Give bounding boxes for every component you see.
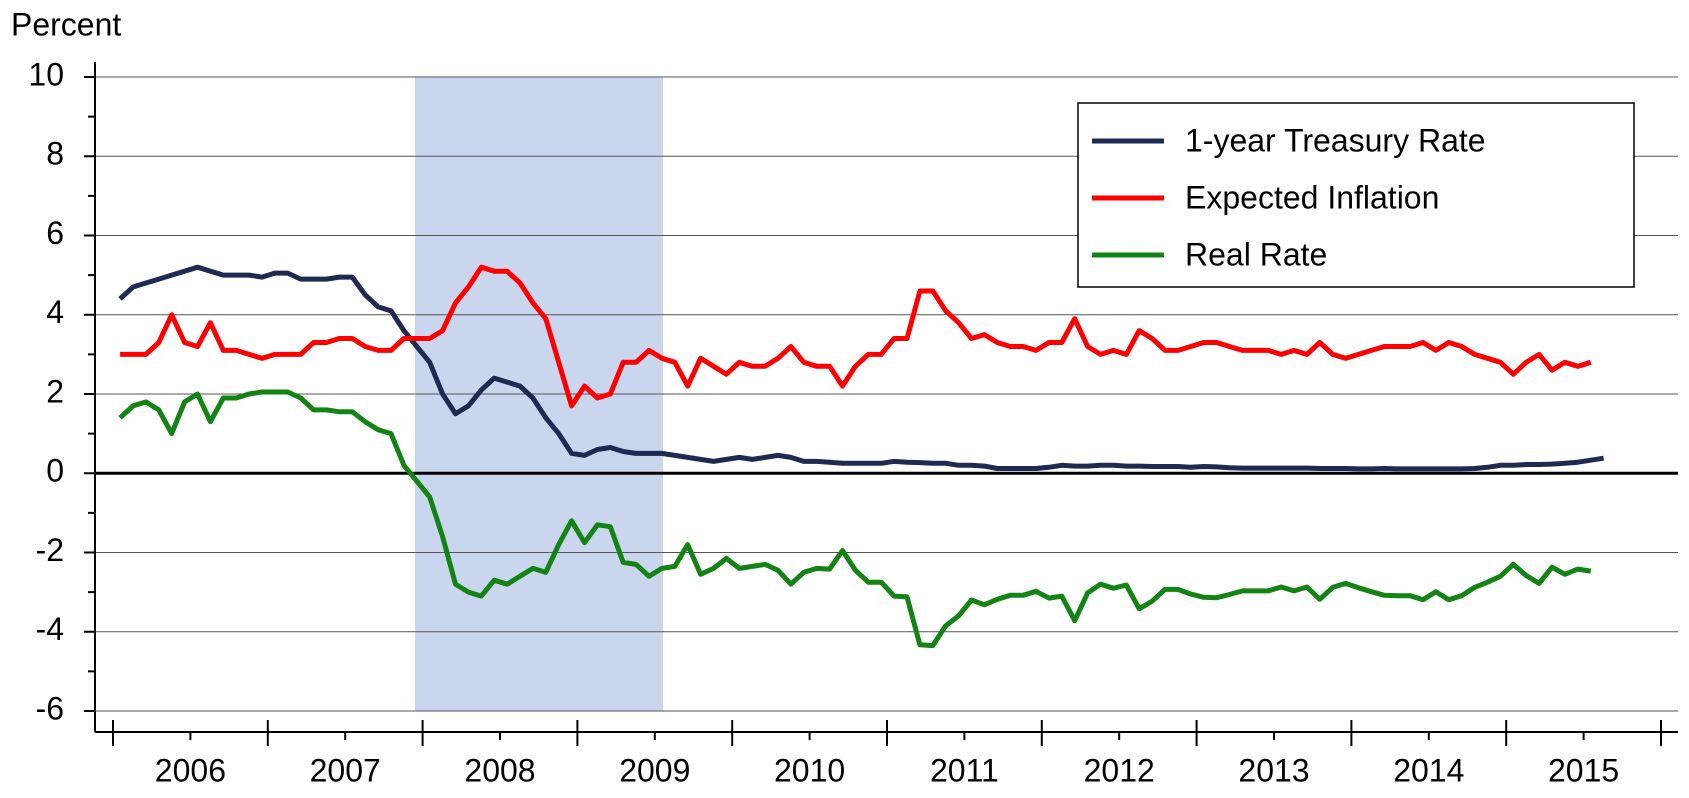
y-tick-label: 2 [46, 373, 64, 409]
series-line [118, 264, 1604, 472]
legend-label: Expected Inflation [1185, 179, 1439, 215]
x-tick-label: 2015 [1548, 752, 1619, 788]
x-tick-label: 2014 [1393, 752, 1464, 788]
x-tick-label: 2009 [619, 752, 690, 788]
legend-label: 1-year Treasury Rate [1185, 122, 1486, 158]
y-tick-label: 10 [28, 56, 64, 92]
legend-label: Real Rate [1185, 236, 1327, 272]
series-line [120, 264, 1592, 409]
legend-box [1077, 102, 1635, 288]
x-tick-label: 2012 [1084, 752, 1155, 788]
y-tick-label: 0 [46, 453, 64, 489]
x-tick-label: 2007 [310, 752, 381, 788]
x-tick-label: 2010 [774, 752, 845, 788]
x-tick-label: 2006 [155, 752, 226, 788]
y-tick-label: -2 [36, 532, 64, 568]
y-tick-label: 8 [46, 136, 64, 172]
y-tick-label: -4 [36, 611, 64, 647]
x-tick-label: 2011 [930, 752, 999, 788]
y-tick-label: 4 [46, 294, 64, 330]
y-tick-label: -6 [36, 690, 64, 726]
y-axis-label: Percent [11, 6, 121, 42]
x-tick-label: 2013 [1238, 752, 1309, 788]
x-tick-label: 2008 [464, 752, 535, 788]
y-tick-label: 6 [46, 215, 64, 251]
series-line [118, 389, 1592, 649]
